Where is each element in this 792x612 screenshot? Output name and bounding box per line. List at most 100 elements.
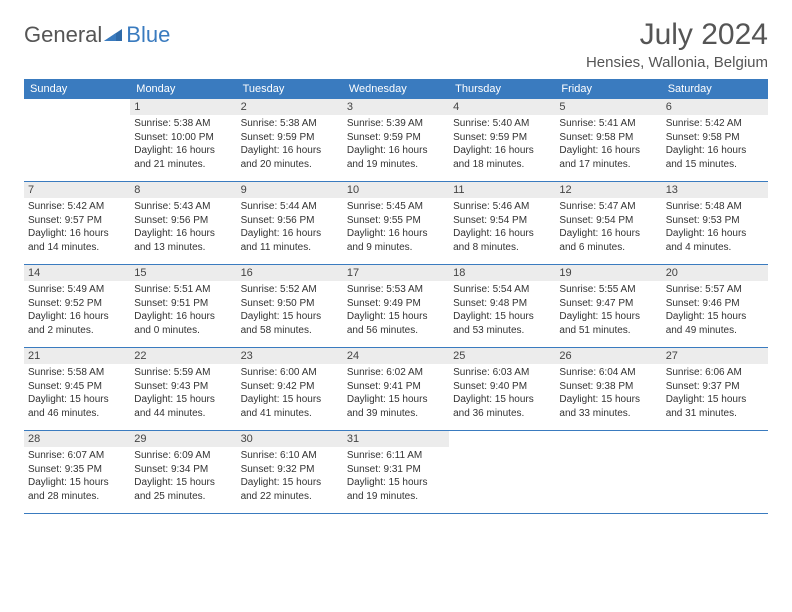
day-content: Sunrise: 6:00 AMSunset: 9:42 PMDaylight:… — [237, 364, 343, 422]
day-number: 17 — [343, 265, 449, 281]
sunset-text: Sunset: 9:35 PM — [28, 463, 126, 477]
location-subtitle: Hensies, Wallonia, Belgium — [586, 54, 768, 71]
sunrise-text: Sunrise: 6:06 AM — [666, 366, 764, 380]
sunset-text: Sunset: 9:54 PM — [453, 214, 551, 228]
daylight-text: Daylight: 15 hours and 33 minutes. — [559, 393, 657, 420]
daylight-text: Daylight: 15 hours and 39 minutes. — [347, 393, 445, 420]
sunset-text: Sunset: 9:59 PM — [347, 131, 445, 145]
day-number: 6 — [662, 99, 768, 115]
day-cell: 13Sunrise: 5:48 AMSunset: 9:53 PMDayligh… — [662, 182, 768, 264]
sunset-text: Sunset: 9:45 PM — [28, 380, 126, 394]
day-number: 19 — [555, 265, 661, 281]
weekday-header-monday: Monday — [130, 79, 236, 99]
sunset-text: Sunset: 9:59 PM — [241, 131, 339, 145]
logo: General Blue — [24, 18, 170, 48]
daylight-text: Daylight: 16 hours and 17 minutes. — [559, 144, 657, 171]
day-number: 10 — [343, 182, 449, 198]
day-cell: 9Sunrise: 5:44 AMSunset: 9:56 PMDaylight… — [237, 182, 343, 264]
calendar-body: 1Sunrise: 5:38 AMSunset: 10:00 PMDayligh… — [24, 99, 768, 514]
logo-text-blue: Blue — [126, 22, 170, 48]
day-content: Sunrise: 5:41 AMSunset: 9:58 PMDaylight:… — [555, 115, 661, 173]
sunrise-text: Sunrise: 5:52 AM — [241, 283, 339, 297]
daylight-text: Daylight: 15 hours and 25 minutes. — [134, 476, 232, 503]
day-content: Sunrise: 5:54 AMSunset: 9:48 PMDaylight:… — [449, 281, 555, 339]
day-cell: 4Sunrise: 5:40 AMSunset: 9:59 PMDaylight… — [449, 99, 555, 181]
sunrise-text: Sunrise: 5:47 AM — [559, 200, 657, 214]
daylight-text: Daylight: 15 hours and 22 minutes. — [241, 476, 339, 503]
day-number: 31 — [343, 431, 449, 447]
daylight-text: Daylight: 16 hours and 14 minutes. — [28, 227, 126, 254]
day-content: Sunrise: 5:38 AMSunset: 9:59 PMDaylight:… — [237, 115, 343, 173]
sunrise-text: Sunrise: 6:07 AM — [28, 449, 126, 463]
week-row: 14Sunrise: 5:49 AMSunset: 9:52 PMDayligh… — [24, 265, 768, 348]
day-cell: 22Sunrise: 5:59 AMSunset: 9:43 PMDayligh… — [130, 348, 236, 430]
daylight-text: Daylight: 15 hours and 19 minutes. — [347, 476, 445, 503]
sunset-text: Sunset: 9:43 PM — [134, 380, 232, 394]
day-cell: 20 Sunrise: 5:57 AMSunset: 9:46 PMDayligh… — [662, 265, 768, 347]
week-row: 7Sunrise: 5:42 AMSunset: 9:57 PMDaylight… — [24, 182, 768, 265]
day-cell: 12Sunrise: 5:47 AMSunset: 9:54 PMDayligh… — [555, 182, 661, 264]
daylight-text: Daylight: 15 hours and 49 minutes. — [666, 310, 764, 337]
day-cell: 24Sunrise: 6:02 AMSunset: 9:41 PMDayligh… — [343, 348, 449, 430]
title-block: July 2024 Hensies, Wallonia, Belgium — [586, 18, 768, 71]
daylight-text: Daylight: 16 hours and 9 minutes. — [347, 227, 445, 254]
daylight-text: Daylight: 16 hours and 6 minutes. — [559, 227, 657, 254]
day-content: Sunrise: 5:46 AMSunset: 9:54 PMDaylight:… — [449, 198, 555, 256]
day-number: 7 — [24, 182, 130, 198]
day-number: 4 — [449, 99, 555, 115]
weekday-header-saturday: Saturday — [662, 79, 768, 99]
day-content: Sunrise: 5:44 AMSunset: 9:56 PMDaylight:… — [237, 198, 343, 256]
sunrise-text: Sunrise: 6:03 AM — [453, 366, 551, 380]
week-row: 28Sunrise: 6:07 AMSunset: 9:35 PMDayligh… — [24, 431, 768, 514]
day-cell: 10Sunrise: 5:45 AMSunset: 9:55 PMDayligh… — [343, 182, 449, 264]
sunrise-text: Sunrise: 5:46 AM — [453, 200, 551, 214]
day-content: Sunrise: 5:38 AMSunset: 10:00 PMDaylight… — [130, 115, 236, 173]
sunset-text: Sunset: 9:53 PM — [666, 214, 764, 228]
day-content: Sunrise: 6:11 AMSunset: 9:31 PMDaylight:… — [343, 447, 449, 505]
sunset-text: Sunset: 9:56 PM — [241, 214, 339, 228]
sunrise-text: Sunrise: 5:58 AM — [28, 366, 126, 380]
sunrise-text: Sunrise: 5:48 AM — [666, 200, 764, 214]
daylight-text: Daylight: 16 hours and 11 minutes. — [241, 227, 339, 254]
daylight-text: Daylight: 16 hours and 13 minutes. — [134, 227, 232, 254]
daylight-text: Daylight: 16 hours and 8 minutes. — [453, 227, 551, 254]
day-content: Sunrise: 5:52 AMSunset: 9:50 PMDaylight:… — [237, 281, 343, 339]
daylight-text: Daylight: 16 hours and 4 minutes. — [666, 227, 764, 254]
day-cell: 11Sunrise: 5:46 AMSunset: 9:54 PMDayligh… — [449, 182, 555, 264]
day-content: Sunrise: 5:49 AMSunset: 9:52 PMDaylight:… — [24, 281, 130, 339]
day-number: 9 — [237, 182, 343, 198]
sunrise-text: Sunrise: 6:09 AM — [134, 449, 232, 463]
day-cell: 27Sunrise: 6:06 AMSunset: 9:37 PMDayligh… — [662, 348, 768, 430]
day-cell: 8Sunrise: 5:43 AMSunset: 9:56 PMDaylight… — [130, 182, 236, 264]
sunset-text: Sunset: 9:34 PM — [134, 463, 232, 477]
sunrise-text: Sunrise: 6:10 AM — [241, 449, 339, 463]
sunrise-text: Sunrise: 5:42 AM — [666, 117, 764, 131]
sunset-text: Sunset: 9:46 PM — [666, 297, 764, 311]
sunset-text: Sunset: 9:47 PM — [559, 297, 657, 311]
sunset-text: Sunset: 9:52 PM — [28, 297, 126, 311]
day-cell: 16Sunrise: 5:52 AMSunset: 9:50 PMDayligh… — [237, 265, 343, 347]
daylight-text: Daylight: 16 hours and 0 minutes. — [134, 310, 232, 337]
day-cell: 5Sunrise: 5:41 AMSunset: 9:58 PMDaylight… — [555, 99, 661, 181]
daylight-text: Daylight: 15 hours and 41 minutes. — [241, 393, 339, 420]
sunset-text: Sunset: 9:56 PM — [134, 214, 232, 228]
sunset-text: Sunset: 9:58 PM — [666, 131, 764, 145]
day-content: Sunrise: 5:42 AMSunset: 9:58 PMDaylight:… — [662, 115, 768, 173]
sunset-text: Sunset: 9:54 PM — [559, 214, 657, 228]
day-number: 20 — [662, 265, 768, 281]
day-content: Sunrise: 6:09 AMSunset: 9:34 PMDaylight:… — [130, 447, 236, 505]
day-number: 11 — [449, 182, 555, 198]
day-number: 8 — [130, 182, 236, 198]
sunrise-text: Sunrise: 5:53 AM — [347, 283, 445, 297]
day-cell: 6Sunrise: 5:42 AMSunset: 9:58 PMDaylight… — [662, 99, 768, 181]
day-number: 14 — [24, 265, 130, 281]
sunrise-text: Sunrise: 5:57 AM — [666, 283, 764, 297]
day-number: 15 — [130, 265, 236, 281]
day-cell: 17Sunrise: 5:53 AMSunset: 9:49 PMDayligh… — [343, 265, 449, 347]
calendar-table: SundayMondayTuesdayWednesdayThursdayFrid… — [24, 79, 768, 514]
day-number: 21 — [24, 348, 130, 364]
sunset-text: Sunset: 9:37 PM — [666, 380, 764, 394]
sunrise-text: Sunrise: 5:59 AM — [134, 366, 232, 380]
sunset-text: Sunset: 9:50 PM — [241, 297, 339, 311]
day-cell: 28Sunrise: 6:07 AMSunset: 9:35 PMDayligh… — [24, 431, 130, 513]
